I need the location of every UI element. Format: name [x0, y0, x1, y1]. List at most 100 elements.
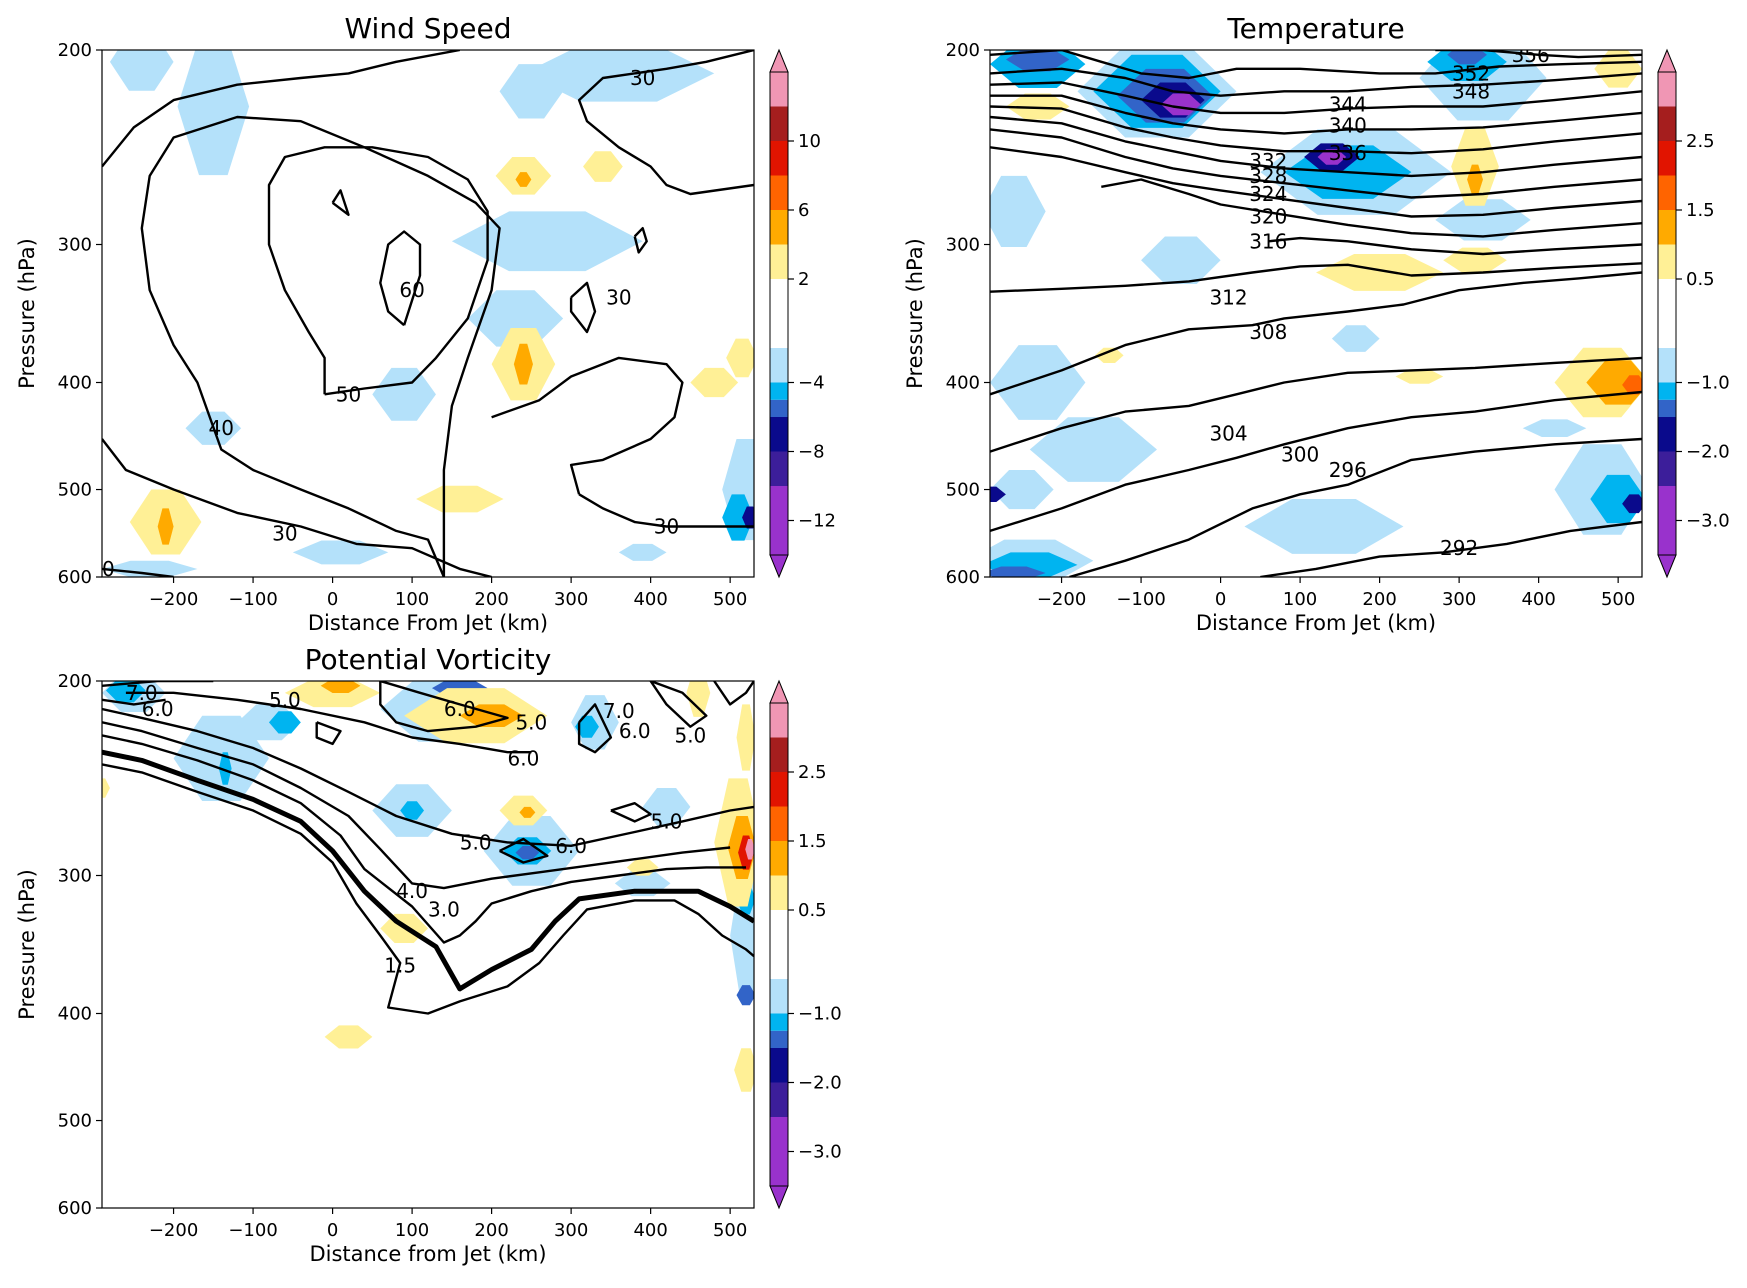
temp-title: Temperature [1226, 12, 1404, 45]
temp-colorbar: 2.5 1.5 0.5 −1.0 −2.0 −3.0 [1657, 48, 1730, 579]
pv-shade-1 [105, 681, 146, 703]
wind-shade-12 [292, 540, 389, 565]
temp-contour-14 [990, 390, 1642, 533]
pv-y-tick-label: 600 [58, 1198, 92, 1219]
temp-shade-37 [1005, 93, 1070, 120]
pv-colorbar-band [770, 737, 788, 772]
pv-shade-34 [734, 1048, 754, 1092]
temp-x-tick-label: 100 [1283, 589, 1317, 610]
wind-colorbar-tick-label: 10 [798, 131, 821, 152]
wind-colorbar-band [770, 348, 788, 383]
wind-axes-frame [101, 49, 755, 578]
pv-colorbar-band [770, 1082, 788, 1117]
temp-shade-30 [1316, 253, 1444, 291]
temp-contour-4 [990, 94, 1642, 135]
temp-shade-6 [1005, 50, 1070, 72]
temp-contour-label: 352 [1452, 61, 1490, 85]
pv-shade-25 [736, 704, 754, 771]
wind-colorbar-band [770, 399, 788, 417]
temp-contour-15 [1069, 437, 1642, 577]
wind-contour-label: 30 [272, 522, 297, 546]
temp-x-tick-label: 500 [1601, 589, 1635, 610]
pv-contour-label: 7.0 [126, 681, 158, 705]
pv-x-tick-label: −100 [228, 1220, 277, 1241]
wind-contour-1 [102, 567, 174, 577]
temp-contour-label: 356 [1512, 43, 1550, 67]
pv-colorbar-tick-label: −2.0 [798, 1073, 842, 1094]
temp-shade-22 [990, 566, 1046, 577]
wind-colorbar-tick-label: 6 [798, 200, 809, 221]
wind-shade-0 [177, 50, 250, 176]
wind-shade-23 [726, 338, 754, 378]
temp-colorbar-band [1658, 382, 1676, 400]
pv-colorbar-tick-label: 2.5 [798, 762, 827, 783]
pv-contour-4 [102, 707, 754, 847]
wind-colorbar-frame [769, 71, 789, 556]
temp-contour-6 [990, 115, 1642, 178]
wind-plot-area: 30 30 30 30 40 50 60 30 [102, 50, 754, 577]
temp-colorbar-band [1658, 210, 1676, 245]
temp-contour-label: 328 [1249, 164, 1287, 188]
wind-x-tick-label: 300 [554, 589, 588, 610]
pv-x-tick-label: 400 [633, 1220, 667, 1241]
wind-colorbar-band [770, 417, 788, 452]
temp-contour-1 [990, 50, 1642, 80]
temp-shade-27 [1141, 236, 1221, 285]
pv-shade-3 [218, 752, 232, 785]
temp-contour-label: 316 [1249, 229, 1287, 253]
pv-shade-36 [102, 778, 110, 798]
temp-shade-29 [1331, 325, 1380, 352]
temp-contour-9 [1101, 178, 1642, 238]
pv-contour-label: 5.0 [515, 710, 547, 734]
wind-contour-label: 50 [336, 382, 361, 406]
temp-colorbar-tick-label: 0.5 [1686, 269, 1715, 290]
temp-colorbar-extend-max [1657, 48, 1677, 73]
temp-shade-14 [1435, 199, 1531, 241]
temp-colorbar-band [1658, 175, 1676, 210]
pv-shade-18 [736, 985, 754, 1006]
wind-shade-10 [722, 494, 754, 541]
pv-colorbar-band [770, 703, 788, 738]
wind-colorbar-tick-label: −12 [798, 511, 836, 532]
temp-colorbar-tick-label: −3.0 [1686, 511, 1730, 532]
wind-shade-4 [467, 290, 564, 347]
wind-colorbar-tick-label: −4 [798, 373, 825, 394]
pv-y-tick-label: 200 [58, 671, 92, 692]
wind-colorbar-band [770, 210, 788, 245]
wind-shade-8 [102, 560, 198, 577]
wind-colorbar-band [770, 382, 788, 400]
temp-colorbar-tick-label: 2.5 [1686, 131, 1715, 152]
temp-shade-19 [990, 486, 1006, 502]
pv-x-tick-label: 500 [713, 1220, 747, 1241]
temp-colorbar-band [1658, 348, 1676, 383]
temp-contour-label: 320 [1249, 205, 1287, 229]
pv-contour-label: 7.0 [603, 699, 635, 723]
pv-colorbar-band [770, 1030, 788, 1048]
wind-title: Wind Speed [344, 12, 511, 45]
pv-contour-label: 3.0 [428, 897, 460, 921]
wind-shade-20 [416, 485, 504, 513]
pv-colorbar-extend-max [769, 679, 789, 704]
wind-x-tick-label: −200 [149, 589, 198, 610]
temp-contour-label: 300 [1281, 443, 1319, 467]
wind-colorbar-band [770, 141, 788, 176]
temp-colorbar-extend-min [1657, 554, 1677, 579]
temp-colorbar-band [1658, 106, 1676, 141]
pv-contour-11 [499, 837, 549, 864]
wind-shade-1 [109, 50, 174, 91]
wind-colorbar-band [770, 72, 788, 107]
pv-x-axis-label: Distance from Jet (km) [309, 1242, 546, 1266]
temp-colorbar-tick-label: 1.5 [1686, 200, 1715, 221]
temp-shade-39 [1094, 347, 1124, 364]
temp-contour-12 [990, 271, 1642, 396]
temp-contour-11 [990, 262, 1642, 293]
wind-contour-label: 30 [630, 66, 655, 90]
temp-shade-23 [1244, 499, 1404, 554]
temp-colorbar-band [1658, 399, 1676, 417]
wind-contour-4 [578, 493, 754, 528]
wind-contour-9 [267, 146, 489, 396]
temp-x-tick-label: 0 [1215, 589, 1226, 610]
pv-colorbar-tick-label: −1.0 [798, 1004, 842, 1025]
pv-colorbar-extend-min [769, 1185, 789, 1210]
pv-shade-27 [519, 806, 536, 818]
